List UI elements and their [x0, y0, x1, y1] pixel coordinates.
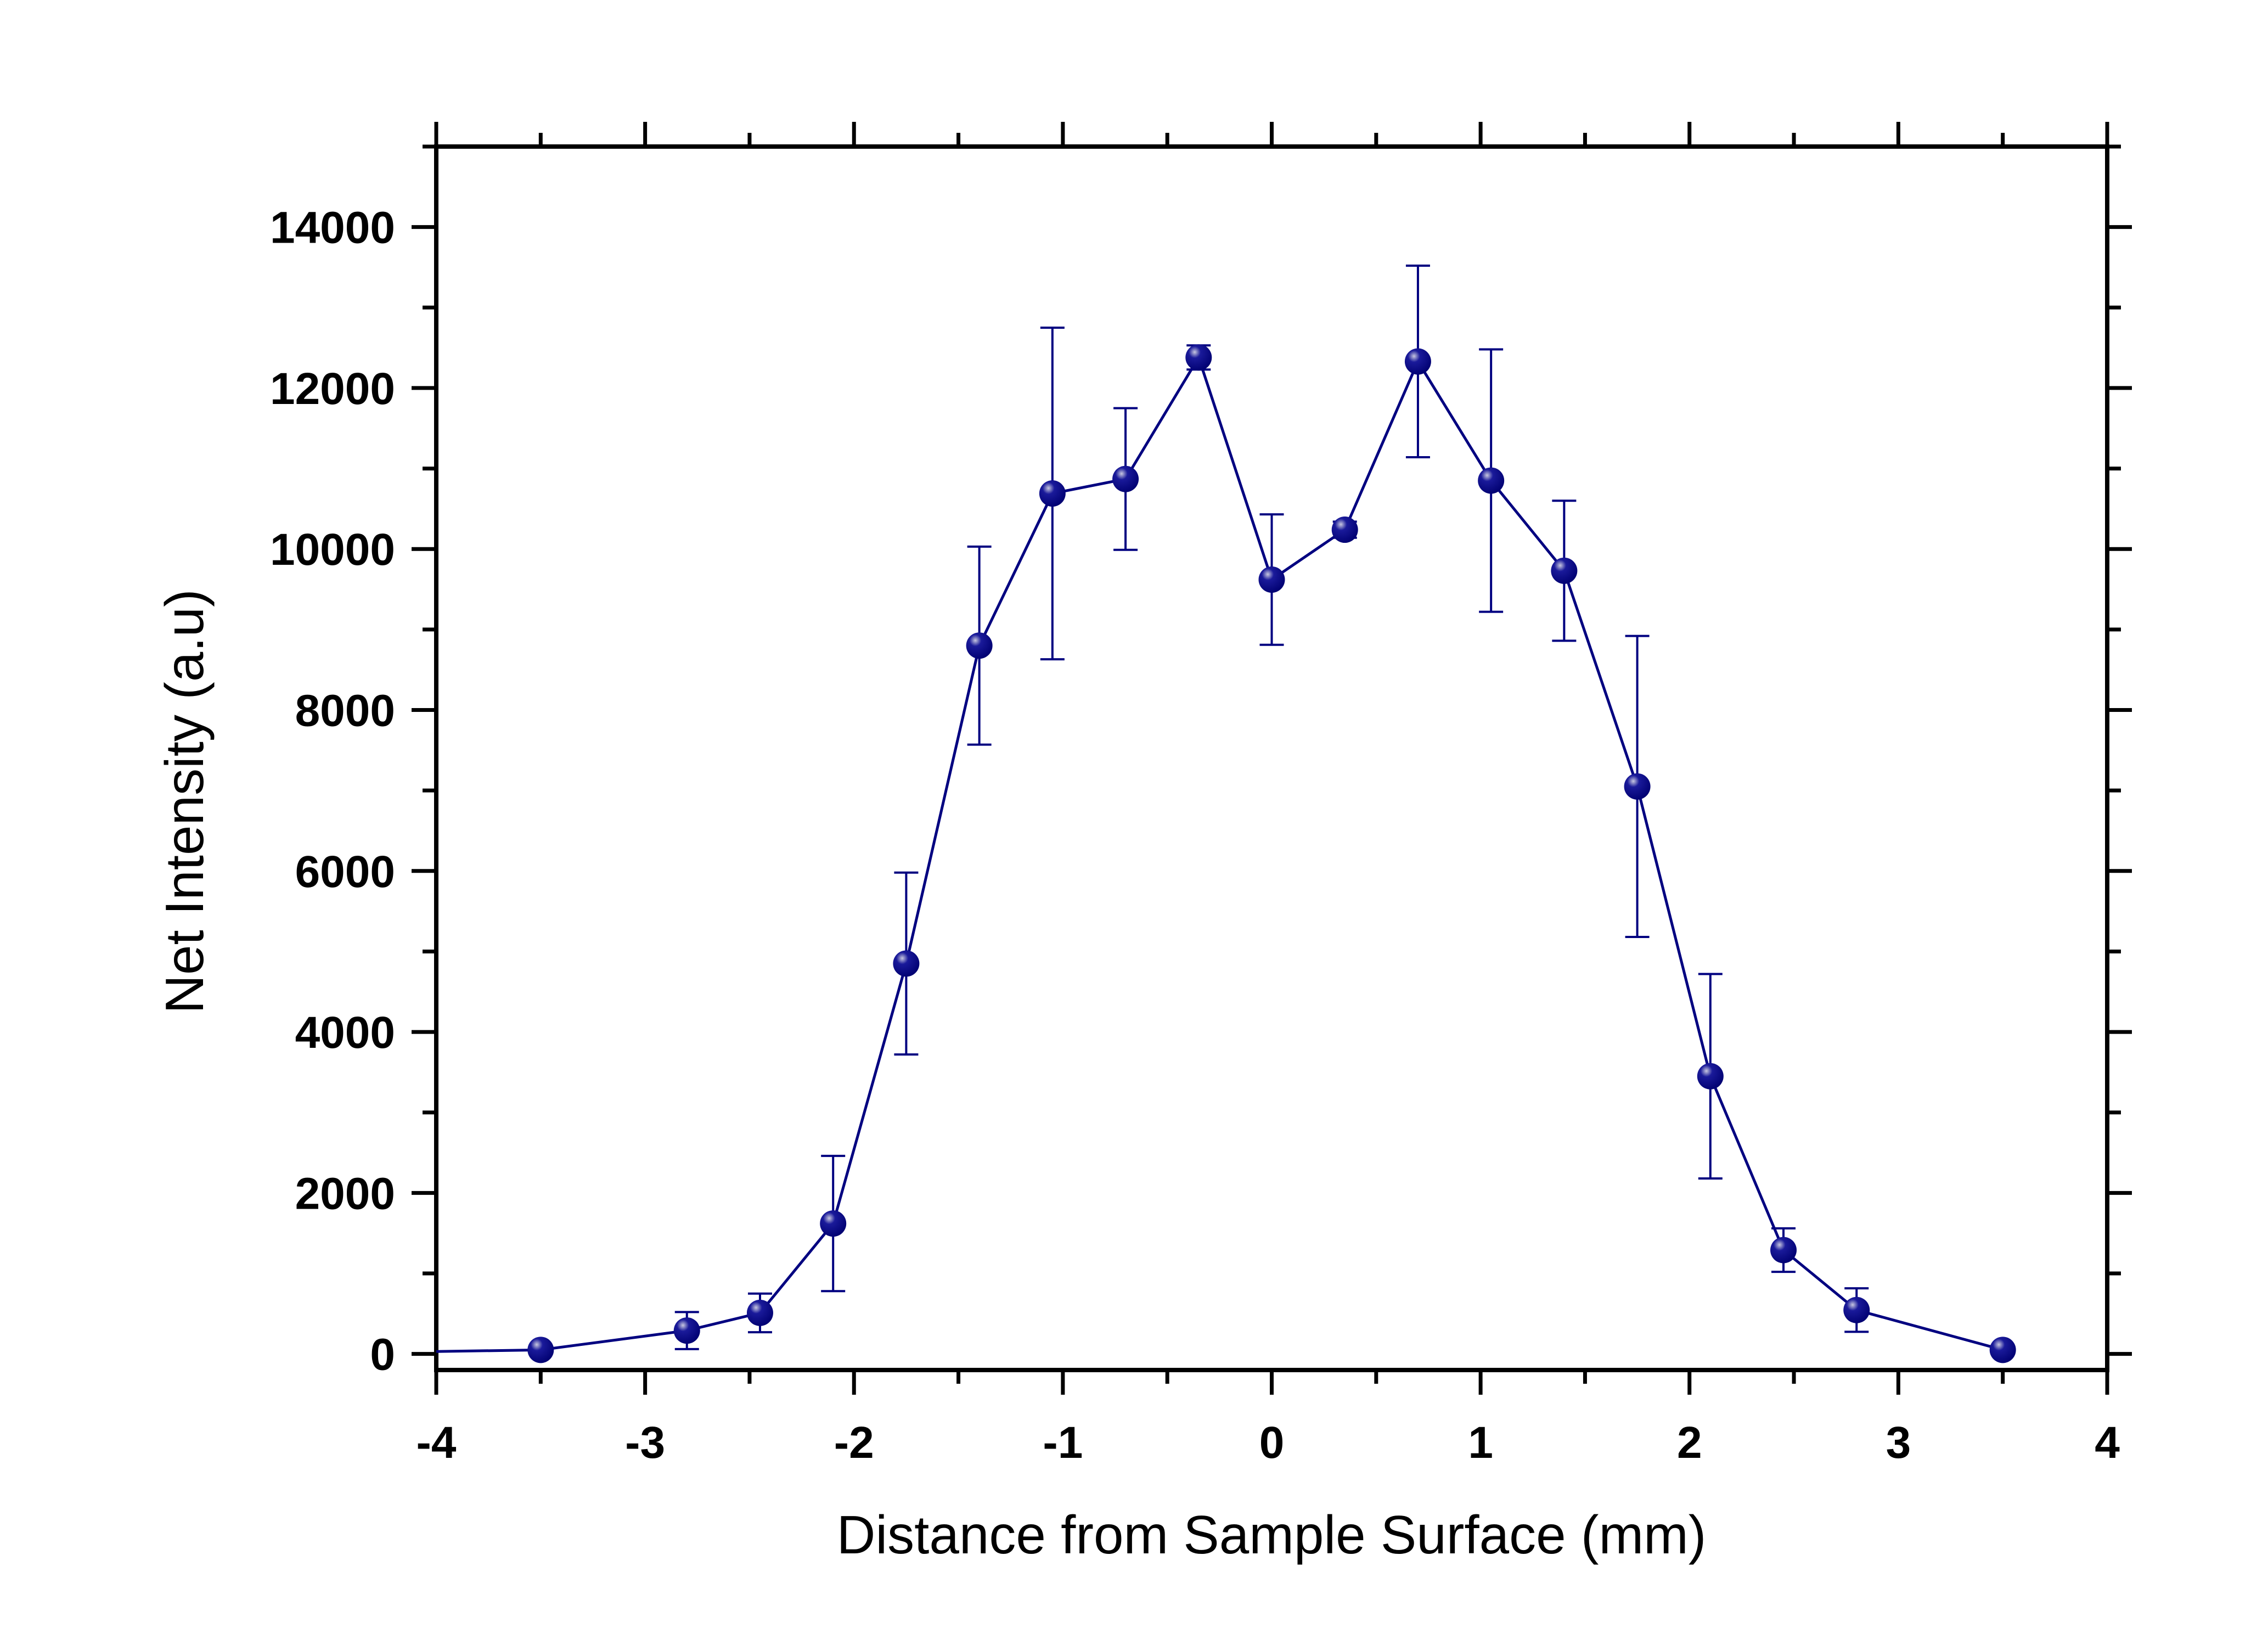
axis-ticks — [412, 122, 2132, 1395]
y-tick-label: 6000 — [295, 847, 395, 897]
data-point — [1112, 465, 1139, 492]
data-point — [1331, 517, 1358, 543]
data-point — [1404, 348, 1431, 375]
y-tick-label: 10000 — [270, 525, 395, 575]
y-axis-title: Net Intensity (a.u) — [154, 589, 215, 1013]
y-tick-label: 12000 — [270, 364, 395, 414]
x-tick-label: 3 — [1886, 1418, 1911, 1468]
data-point — [746, 1299, 773, 1326]
data-series — [436, 265, 2016, 1363]
data-point — [893, 950, 920, 977]
x-tick-label: 4 — [2095, 1418, 2120, 1468]
data-point — [1770, 1237, 1797, 1264]
x-tick-label: 2 — [1677, 1418, 1702, 1468]
data-point — [673, 1317, 700, 1344]
data-point — [1551, 557, 1578, 584]
data-point — [1843, 1296, 1870, 1323]
data-point — [1697, 1063, 1724, 1090]
data-point — [1989, 1337, 2016, 1363]
data-point — [820, 1210, 847, 1237]
y-tick-label: 2000 — [295, 1169, 395, 1219]
x-tick-label: -2 — [834, 1418, 874, 1468]
x-tick-label: 0 — [1259, 1418, 1285, 1468]
plot-frame — [434, 144, 2109, 1372]
series-line — [436, 354, 2004, 1353]
x-tick-label: -3 — [625, 1418, 665, 1468]
data-point — [1039, 480, 1066, 507]
y-tick-labels: 0 2000 4000 6000 8000 10000 12000 14000 — [270, 203, 395, 1380]
y-tick-label: 0 — [370, 1330, 395, 1380]
data-point — [1185, 344, 1212, 371]
plot-border — [434, 144, 2109, 1372]
data-point — [1258, 566, 1285, 593]
data-point — [527, 1337, 554, 1363]
x-tick-label: -4 — [417, 1418, 457, 1468]
data-point — [1478, 467, 1505, 494]
x-tick-label: -1 — [1043, 1418, 1083, 1468]
x-tick-label: 1 — [1468, 1418, 1493, 1468]
y-tick-label: 14000 — [270, 203, 395, 253]
x-axis-title: Distance from Sample Surface (mm) — [837, 1505, 1707, 1565]
data-point — [1624, 773, 1651, 800]
y-tick-label: 8000 — [295, 686, 395, 736]
data-point — [966, 632, 993, 659]
x-tick-labels: -4 -3 -2 -1 0 1 2 3 4 — [417, 1418, 2120, 1468]
y-tick-label: 4000 — [295, 1008, 395, 1058]
